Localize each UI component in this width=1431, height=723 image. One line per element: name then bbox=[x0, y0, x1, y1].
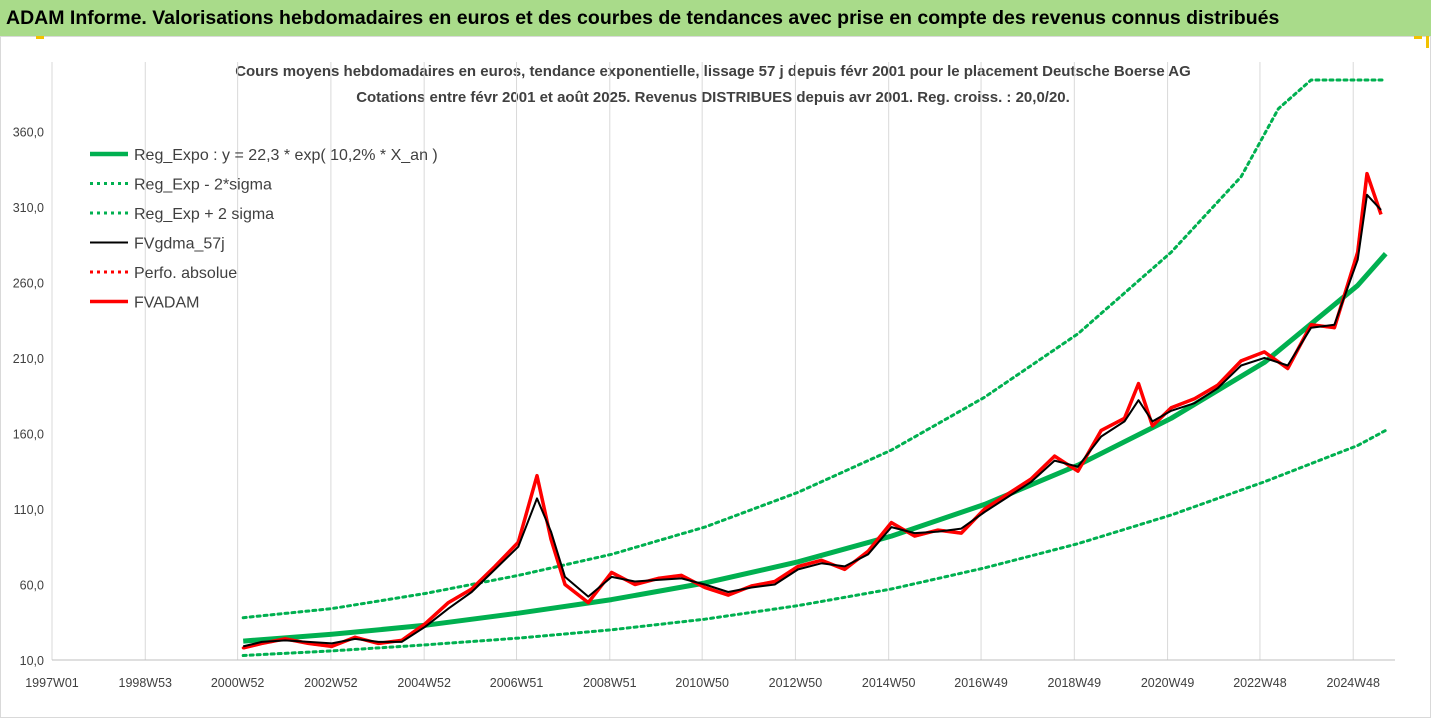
x-tick-label: 2010W50 bbox=[675, 676, 729, 690]
x-tick-label: 1997W01 bbox=[25, 676, 79, 690]
x-tick-label: 2012W50 bbox=[769, 676, 823, 690]
x-tick-label: 2022W48 bbox=[1233, 676, 1287, 690]
corner-marker-top-right bbox=[1414, 36, 1422, 39]
series-line-1 bbox=[241, 428, 1388, 657]
x-tick-label: 2018W49 bbox=[1048, 676, 1102, 690]
y-axis-ticks: 10,0 60,0 110,0 160,0 210,0 260,0 310,0 360,0 bbox=[13, 125, 44, 668]
x-tick-label: 2014W50 bbox=[862, 676, 916, 690]
legend-label: FVgdma_57j bbox=[134, 236, 225, 253]
x-tick-label: 2006W51 bbox=[490, 676, 544, 690]
x-tick-label: 2020W49 bbox=[1141, 676, 1195, 690]
corner-marker-top-right-v bbox=[1426, 36, 1429, 48]
legend-label: FVADAM bbox=[134, 295, 199, 312]
x-tick-label: 2008W51 bbox=[583, 676, 637, 690]
series-line-0 bbox=[243, 252, 1388, 644]
y-tick-label: 310,0 bbox=[13, 201, 44, 215]
series-line-4 bbox=[241, 172, 1383, 650]
chart-border bbox=[0, 36, 1431, 718]
x-tick-label: 2000W52 bbox=[211, 676, 265, 690]
x-tick-label: 2016W49 bbox=[954, 676, 1008, 690]
banner-title: ADAM Informe. Valorisations hebdomadaire… bbox=[0, 0, 1431, 36]
y-tick-label: 110,0 bbox=[14, 503, 44, 517]
chart-svg: Cours moyens hebdomadaires en euros, ten… bbox=[0, 36, 1431, 718]
series-group bbox=[241, 78, 1388, 657]
y-tick-label: 260,0 bbox=[13, 276, 44, 290]
y-tick-label: 360,0 bbox=[13, 125, 44, 139]
legend-label: Reg_Exp - 2*sigma bbox=[134, 177, 272, 194]
legend-label: Reg_Exp + 2 sigma bbox=[134, 206, 274, 223]
y-tick-label: 60,0 bbox=[20, 578, 44, 592]
series-line-3 bbox=[242, 193, 1382, 648]
x-tick-label: 1998W53 bbox=[119, 676, 173, 690]
legend-label: Perfo. absolue bbox=[134, 265, 237, 282]
series-line-2 bbox=[241, 78, 1388, 620]
y-tick-label: 210,0 bbox=[13, 352, 44, 366]
x-tick-label: 2004W52 bbox=[397, 676, 451, 690]
chart-area: Cours moyens hebdomadaires en euros, ten… bbox=[0, 36, 1431, 718]
legend: Reg_Expo : y = 22,3 * exp( 10,2% * X_an … bbox=[90, 147, 438, 312]
legend-label: Reg_Expo : y = 22,3 * exp( 10,2% * X_an … bbox=[134, 147, 438, 164]
x-tick-label: 2024W48 bbox=[1326, 676, 1380, 690]
chart-subtitle: Cotations entre févr 2001 et août 2025. … bbox=[356, 89, 1070, 106]
y-tick-label: 10,0 bbox=[20, 654, 44, 668]
corner-marker-top-left bbox=[36, 36, 44, 39]
chart-title: Cours moyens hebdomadaires en euros, ten… bbox=[235, 63, 1191, 80]
x-tick-label: 2002W52 bbox=[304, 676, 358, 690]
y-tick-label: 160,0 bbox=[13, 427, 44, 441]
x-axis-ticks: 1997W01 1998W53 2000W52 2002W52 2004W52 2006W… bbox=[25, 676, 1380, 690]
x-grid bbox=[51, 62, 1395, 661]
